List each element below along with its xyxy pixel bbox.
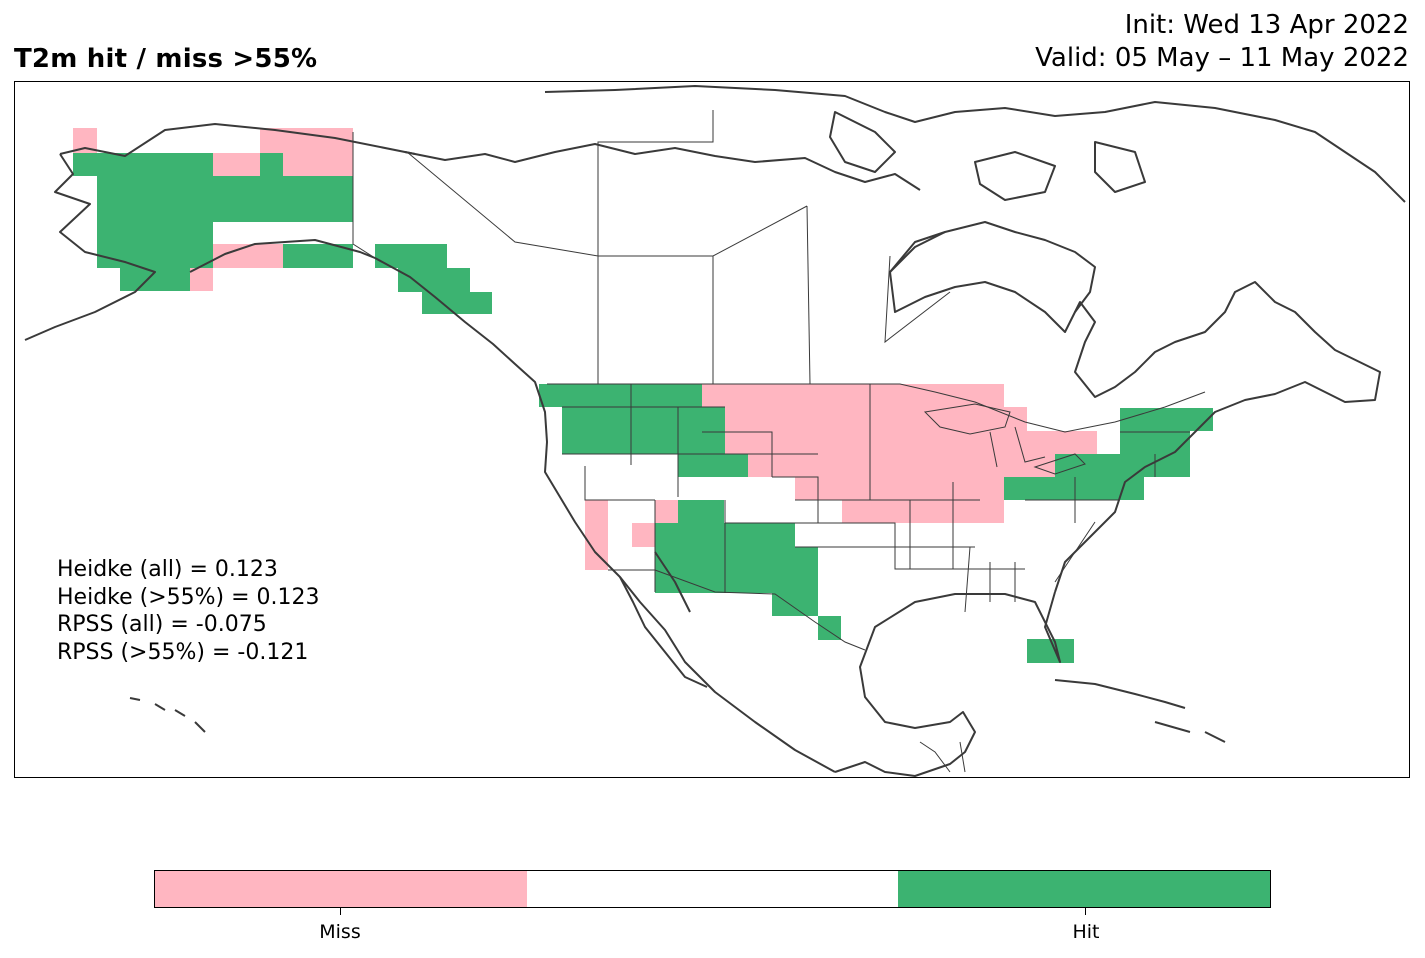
colorbar-tick-hit: [1085, 908, 1086, 915]
hit-cell: [678, 500, 724, 523]
miss-cell: [260, 128, 353, 154]
hit-cell: [1027, 639, 1074, 663]
rpss-above-55: RPSS (>55%) = -0.121: [57, 639, 309, 665]
hit-cell: [398, 268, 470, 292]
heidke-all: Heidke (all) = 0.123: [57, 557, 278, 582]
rpss-all: RPSS (all) = -0.075: [57, 612, 267, 637]
arctic-coast: [404, 143, 921, 191]
hit-cell: [678, 454, 748, 477]
state-borders: [562, 384, 1190, 613]
hit-cell: [818, 616, 841, 640]
miss-cell: [795, 477, 1004, 500]
miss-cell: [585, 500, 608, 570]
hawaii: [129, 697, 206, 733]
heidke-above-55: Heidke (>55%) = 0.123: [57, 584, 320, 610]
init-date: Init: Wed 13 Apr 2022: [1124, 10, 1409, 40]
hit-cell: [562, 407, 725, 454]
map-panel[interactable]: [14, 81, 1410, 778]
hit-cell: [1120, 431, 1190, 454]
hit-cell: [1120, 477, 1144, 500]
hit-cell: [1004, 477, 1144, 500]
baja-coast: [619, 551, 708, 688]
hit-cell: [97, 176, 353, 222]
colorbar-miss-segment: [155, 871, 527, 907]
atlantic-coast: [889, 231, 1381, 593]
colorbar-label-hit: Hit: [1072, 921, 1100, 943]
coastlines: [24, 85, 1406, 777]
miss-cell: [283, 153, 353, 176]
caribbean-islands: [1054, 679, 1226, 743]
miss-cell: [190, 268, 213, 291]
colorbar-hit-segment: [898, 871, 1271, 907]
colorbar-neutral-segment: [526, 871, 899, 907]
us-mexico-border: [608, 569, 866, 651]
gulf-coast: [834, 591, 1061, 777]
map-svg: [24, 85, 1406, 777]
province-borders: [406, 110, 951, 385]
miss-cell: [655, 500, 678, 523]
skill-scores: Heidke (all) = 0.123 Heidke (>55%) = 0.1…: [57, 556, 320, 666]
miss-cell: [702, 384, 1004, 407]
colorbar-tick-miss: [340, 908, 341, 915]
miss-cell: [842, 500, 1004, 523]
borders: [352, 110, 1206, 773]
miss-cell: [213, 153, 260, 176]
hit-cell: [97, 222, 213, 268]
alaska-canada-border: [352, 132, 376, 259]
hit-cell: [120, 268, 190, 291]
miss-cell: [213, 244, 283, 268]
valid-period: Valid: 05 May – 11 May 2022: [1035, 43, 1409, 73]
miss-cell: [725, 431, 1097, 454]
pacific-coast: [374, 257, 836, 773]
plot-title: T2m hit / miss >55%: [14, 44, 318, 74]
arctic-islands: [544, 85, 1406, 203]
hit-cell: [772, 593, 818, 616]
hit-cell: [1055, 454, 1190, 477]
verification-cells: [73, 128, 1213, 663]
hit-cell: [260, 153, 283, 176]
central-america-borders: [919, 741, 966, 773]
miss-cell: [748, 454, 1055, 477]
hudson-bay: [889, 221, 1096, 313]
hit-cell: [795, 547, 818, 593]
colorbar-label-miss: Miss: [319, 921, 361, 943]
hit-cell: [539, 384, 702, 407]
hit-cell: [422, 292, 492, 314]
colorbar: [154, 870, 1271, 908]
hit-cell: [73, 153, 213, 176]
alaska-coast: [24, 123, 416, 341]
great-lakes: [923, 403, 1086, 475]
us-canada-border: [547, 383, 1206, 433]
miss-cell: [725, 407, 1027, 431]
